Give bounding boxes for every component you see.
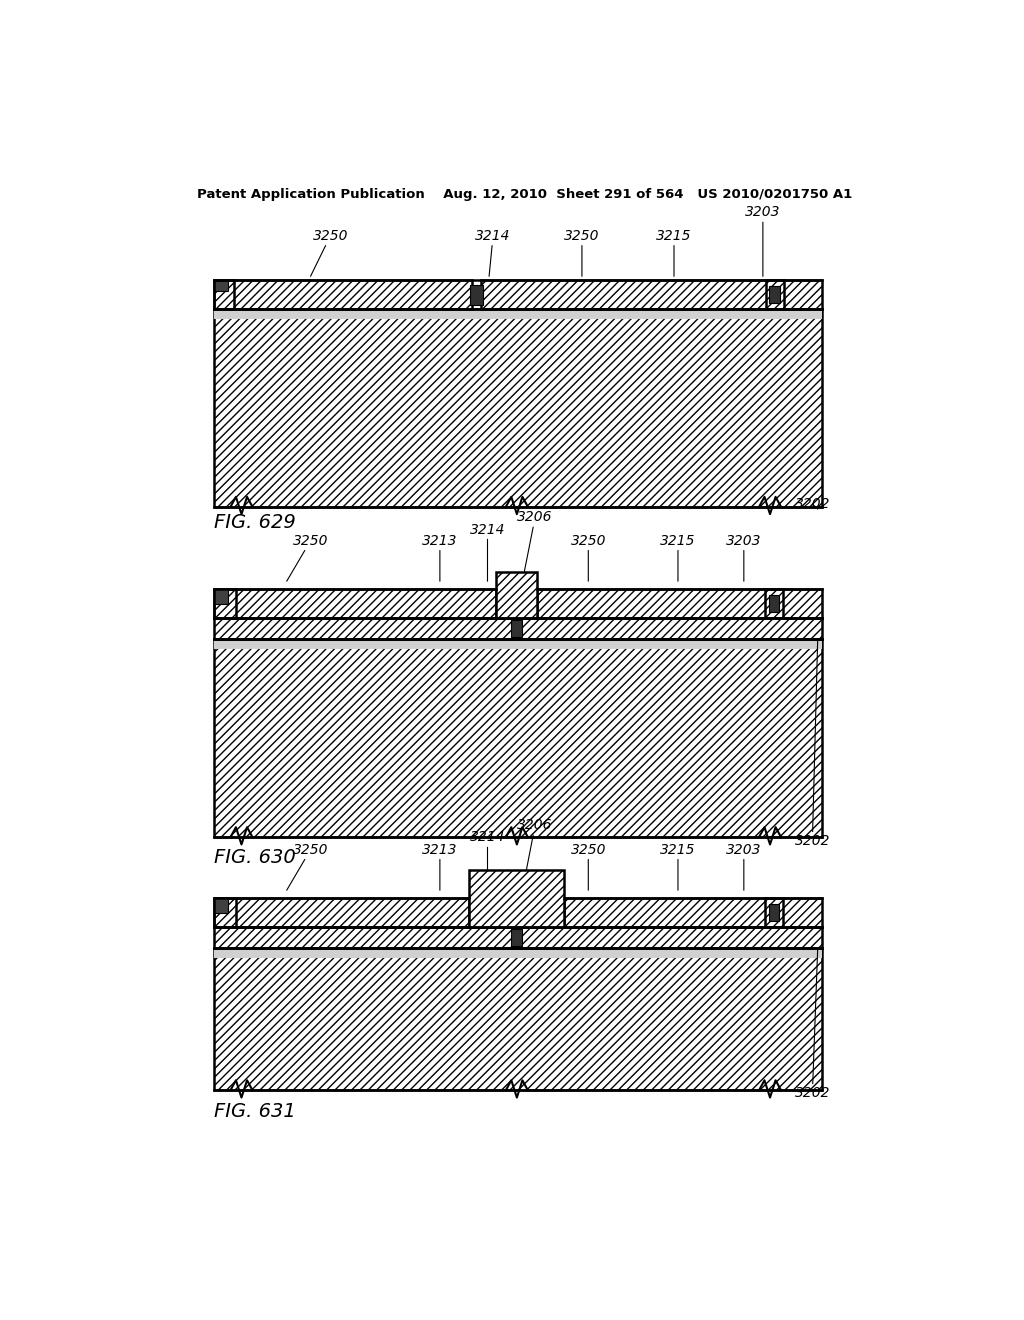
Text: 3250: 3250 [287,842,329,890]
Bar [538,589,821,618]
Text: 3202: 3202 [795,496,830,511]
Text: 3213: 3213 [422,842,458,890]
Bar [769,286,780,304]
Text: 3215: 3215 [660,533,695,581]
Text: 3250: 3250 [570,533,606,581]
Bar [214,639,821,837]
Bar [214,639,821,649]
Text: 3202: 3202 [795,950,830,1101]
Bar [214,948,821,958]
Bar [214,280,472,309]
Text: 3250: 3250 [564,228,600,276]
Bar [214,280,228,290]
Bar [214,899,469,927]
Bar [214,589,497,618]
Bar [214,309,821,507]
Text: 3214: 3214 [475,228,511,276]
Bar [511,620,522,638]
Bar [765,589,782,618]
Bar [214,280,234,309]
Bar [214,589,228,603]
Bar [214,589,497,618]
Text: FIG. 631: FIG. 631 [214,1102,296,1121]
Bar [214,927,821,948]
Bar [214,618,821,639]
Bar [497,573,538,618]
Text: 3203: 3203 [726,533,762,581]
Bar [214,927,821,948]
Bar [497,573,538,618]
Text: 3215: 3215 [660,842,695,890]
Text: Patent Application Publication    Aug. 12, 2010  Sheet 291 of 564   US 2010/0201: Patent Application Publication Aug. 12, … [198,189,852,202]
Bar [214,899,469,927]
Bar [214,639,821,837]
Text: 3206: 3206 [517,818,553,890]
Bar [214,948,821,1090]
Text: 3202: 3202 [795,642,830,849]
Text: 3206: 3206 [517,511,553,581]
Text: 3250: 3250 [287,533,329,581]
Bar [214,280,472,309]
Bar [214,309,821,507]
Text: 3215: 3215 [656,228,692,276]
Bar [469,870,564,927]
Bar [564,899,821,927]
Bar [214,589,236,618]
Bar [538,589,821,618]
Text: 3203: 3203 [745,206,780,276]
Text: 3250: 3250 [310,228,348,276]
Text: FIG. 629: FIG. 629 [214,512,296,532]
Text: 3214: 3214 [470,830,505,890]
Text: FIG. 630: FIG. 630 [214,849,296,867]
Bar [769,904,779,921]
Bar [769,595,779,612]
Text: 3213: 3213 [422,533,458,581]
Bar [766,280,783,309]
Bar [470,285,482,305]
Bar [481,280,821,309]
Bar [469,870,564,927]
Bar [564,899,821,927]
Bar [214,618,821,639]
Text: 3203: 3203 [726,842,762,890]
Bar [481,280,821,309]
Bar [214,948,821,1090]
Bar [511,929,522,946]
Bar [214,899,228,912]
Text: 3250: 3250 [570,842,606,890]
Text: 3214: 3214 [470,523,505,581]
Bar [214,899,236,927]
Bar [765,899,782,927]
Bar [214,309,821,319]
